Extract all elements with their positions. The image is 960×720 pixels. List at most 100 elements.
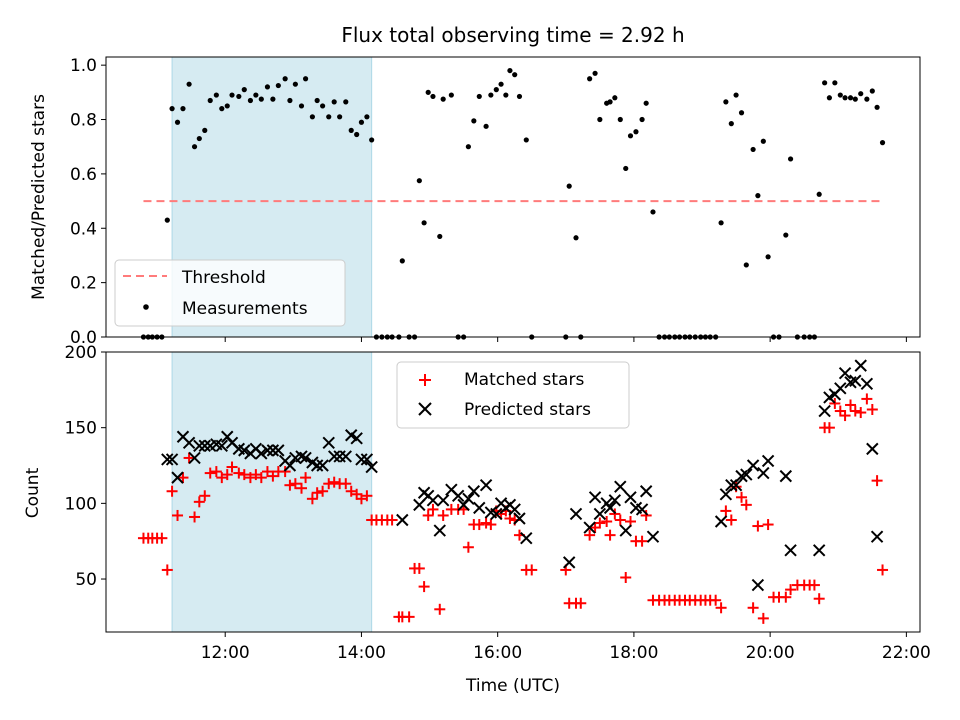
predicted-star-point [473, 501, 486, 515]
measurement-point [728, 121, 734, 127]
predicted-star-point [520, 531, 533, 545]
measurement-point [320, 103, 326, 109]
x-tick-label: 22:00 [882, 643, 931, 663]
predicted-star-point [238, 444, 251, 457]
y-tick-label: 0.6 [70, 165, 97, 185]
measurement-point [847, 95, 854, 101]
measurement-point [180, 106, 186, 112]
y-tick-label: 200 [65, 343, 97, 363]
measurement-point [292, 81, 298, 87]
measurement-point [512, 72, 518, 78]
measurement-point [498, 81, 504, 87]
matched-star-point [636, 535, 648, 547]
predicted-star-point [513, 512, 526, 525]
measurement-point [354, 131, 360, 138]
matched-star-point [877, 564, 889, 576]
predicted-star-point [327, 450, 341, 463]
x-tick-label: 14:00 [337, 643, 386, 663]
matched-star-point [715, 602, 727, 614]
measurement-point [270, 96, 276, 102]
matched-star-point [255, 472, 267, 484]
predicted-star-point [322, 436, 335, 450]
predicted-star-point [171, 471, 184, 484]
measurement-point [743, 262, 749, 268]
predicted-star-point [193, 439, 206, 453]
matched-star-point [193, 496, 205, 508]
legend-measurements-label: Measurements [182, 299, 308, 319]
matched-star-point [813, 593, 825, 605]
y-tick-label: 0.2 [70, 274, 97, 294]
measurement-point [369, 137, 375, 143]
predicted-star-point [608, 494, 622, 507]
measurement-point [612, 95, 618, 101]
measurement-point [755, 193, 761, 199]
predicted-star-point [751, 578, 765, 592]
measurement-point [207, 97, 213, 104]
matched-star-point [328, 476, 340, 488]
measurement-point [723, 99, 729, 105]
predicted-star-point [639, 485, 653, 498]
measurement-point [196, 135, 202, 142]
measurement-point [842, 95, 848, 101]
matched-star-point [849, 405, 861, 417]
measurement-point [566, 183, 572, 189]
measurement-point [852, 96, 858, 102]
matched-star-points [137, 393, 889, 624]
predicted-star-point [433, 524, 446, 537]
measurement-point [476, 93, 482, 100]
matched-star-point [427, 503, 439, 515]
measurement-point [617, 116, 623, 123]
measurement-point [826, 95, 833, 101]
matched-star-point [289, 478, 301, 490]
measurement-point [639, 116, 645, 123]
measurement-point [186, 81, 192, 87]
matched-star-point [594, 517, 606, 529]
matched-star-point [422, 509, 434, 521]
matched-star-point [156, 532, 168, 544]
measurement-point [864, 96, 870, 102]
matched-star-point [845, 399, 857, 411]
predicted-star-point [426, 494, 440, 507]
predicted-star-point [508, 503, 521, 516]
measurement-point [309, 114, 315, 120]
predicted-star-point [725, 478, 738, 492]
predicted-star-point [779, 469, 793, 483]
measurement-point [503, 92, 509, 98]
legend-matched-swatch [419, 374, 431, 386]
predicted-star-point [295, 450, 308, 463]
measurement-point [633, 129, 639, 135]
matched-star-point [725, 514, 737, 526]
measurement-point [287, 97, 293, 104]
measurement-point [597, 116, 603, 123]
ratio-x-ticks [224, 337, 907, 342]
measurement-point [421, 220, 427, 226]
measurement-point [607, 99, 613, 105]
measurement-point [253, 92, 259, 98]
measurement-point [219, 106, 225, 112]
measurement-point [437, 233, 443, 240]
measurement-point [425, 89, 431, 95]
measurement-point [507, 67, 513, 74]
measurement-point [224, 103, 230, 109]
measurement-point [343, 99, 349, 105]
measurement-point [258, 96, 264, 102]
matched-star-point [780, 591, 792, 603]
matched-star-point [839, 410, 851, 422]
predicted-star-point [436, 494, 450, 507]
y-tick-label: 150 [65, 419, 97, 439]
matched-star-point [166, 485, 178, 497]
matched-star-point [317, 485, 329, 497]
y-tick-label: 1.0 [70, 56, 97, 76]
count-y-axis-label: Count [23, 467, 43, 518]
predicted-star-point [603, 501, 617, 515]
matched-star-point [418, 581, 430, 593]
predicted-star-point [635, 503, 649, 516]
x-tick-label: 12:00 [201, 643, 250, 663]
y-tick-label: 0.0 [70, 328, 97, 348]
matched-star-point [161, 564, 173, 576]
matched-star-point [829, 397, 841, 409]
measurement-point [430, 93, 436, 100]
matched-star-point [584, 529, 596, 541]
predicted-star-point [812, 544, 826, 557]
